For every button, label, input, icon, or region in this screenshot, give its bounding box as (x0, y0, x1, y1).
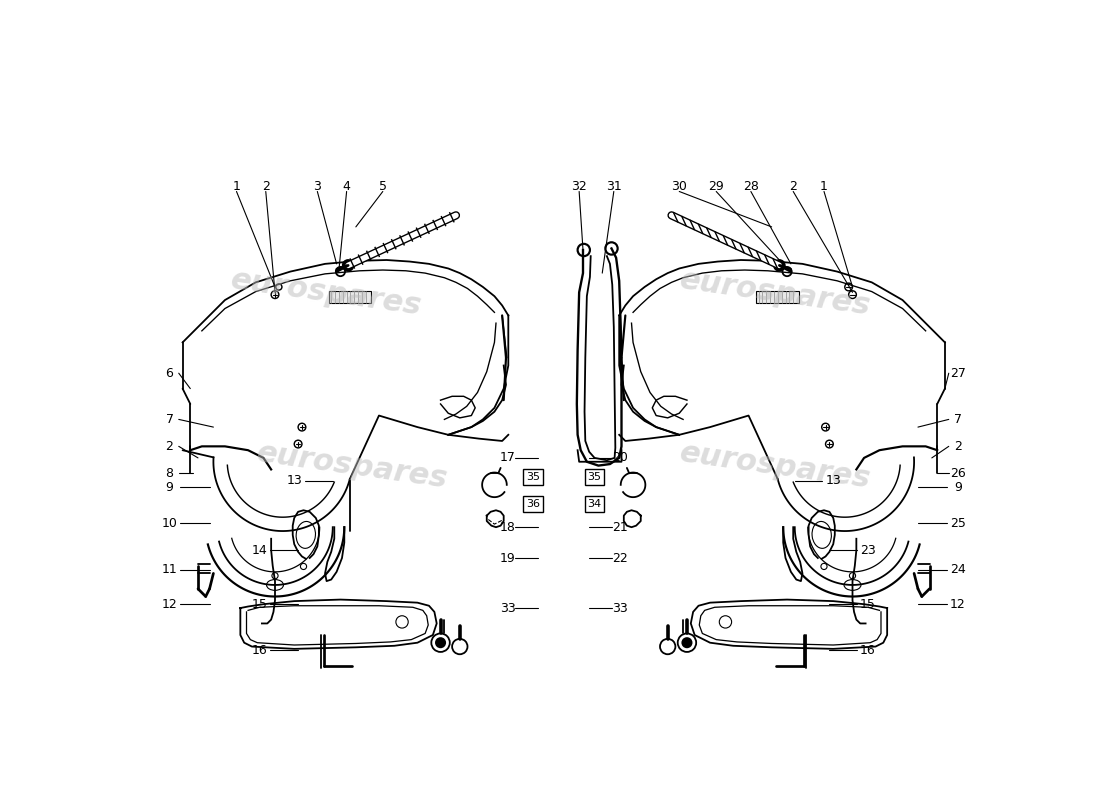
Text: 13: 13 (825, 474, 842, 487)
Text: 34: 34 (587, 499, 602, 509)
Circle shape (343, 260, 353, 270)
Text: 2: 2 (790, 180, 798, 194)
Text: 6: 6 (166, 366, 174, 380)
Text: 18: 18 (499, 521, 516, 534)
Text: 16: 16 (252, 644, 267, 657)
Text: 20: 20 (612, 451, 628, 464)
Text: 12: 12 (950, 598, 966, 610)
Text: 36: 36 (526, 499, 540, 509)
Text: 3: 3 (314, 180, 321, 194)
Text: 10: 10 (162, 517, 177, 530)
Text: 35: 35 (526, 472, 540, 482)
Text: 2: 2 (166, 440, 174, 453)
Text: eurospares: eurospares (254, 438, 450, 494)
Text: 7: 7 (954, 413, 962, 426)
Circle shape (682, 638, 692, 647)
Circle shape (436, 638, 446, 647)
Text: 27: 27 (950, 366, 966, 380)
Text: 7: 7 (165, 413, 174, 426)
Text: 12: 12 (162, 598, 177, 610)
Text: 33: 33 (612, 602, 628, 614)
Text: 13: 13 (286, 474, 302, 487)
Text: 4: 4 (343, 180, 351, 194)
Text: 2: 2 (262, 180, 270, 194)
Bar (757, 291, 799, 303)
Text: 22: 22 (612, 551, 628, 565)
Text: 28: 28 (742, 180, 759, 194)
Ellipse shape (844, 579, 861, 590)
Text: 15: 15 (252, 598, 267, 610)
Text: 30: 30 (671, 180, 688, 194)
Text: 26: 26 (950, 467, 966, 480)
Text: 5: 5 (378, 180, 387, 194)
Text: eurospares: eurospares (678, 266, 873, 321)
Text: 9: 9 (954, 481, 961, 494)
Text: 8: 8 (165, 467, 174, 480)
Text: 29: 29 (708, 180, 724, 194)
Text: 33: 33 (499, 602, 516, 614)
Text: eurospares: eurospares (678, 438, 873, 494)
Text: 1: 1 (232, 180, 241, 194)
Text: eurospares: eurospares (229, 266, 424, 321)
Text: 35: 35 (587, 472, 602, 482)
Text: 19: 19 (499, 551, 516, 565)
Ellipse shape (266, 579, 284, 590)
Text: 15: 15 (860, 598, 876, 610)
Text: 14: 14 (252, 544, 267, 557)
Text: 25: 25 (950, 517, 966, 530)
Text: 11: 11 (162, 563, 177, 576)
Text: 16: 16 (860, 644, 876, 657)
Text: 1: 1 (821, 180, 828, 194)
Text: 9: 9 (166, 481, 174, 494)
Text: 2: 2 (954, 440, 961, 453)
Text: 23: 23 (860, 544, 876, 557)
Text: 32: 32 (571, 180, 587, 194)
Text: 31: 31 (606, 180, 621, 194)
Text: 24: 24 (950, 563, 966, 576)
Circle shape (774, 260, 784, 270)
Bar (329, 291, 372, 303)
Ellipse shape (812, 522, 832, 548)
Text: 21: 21 (612, 521, 628, 534)
Ellipse shape (296, 522, 316, 548)
Text: 17: 17 (499, 451, 516, 464)
